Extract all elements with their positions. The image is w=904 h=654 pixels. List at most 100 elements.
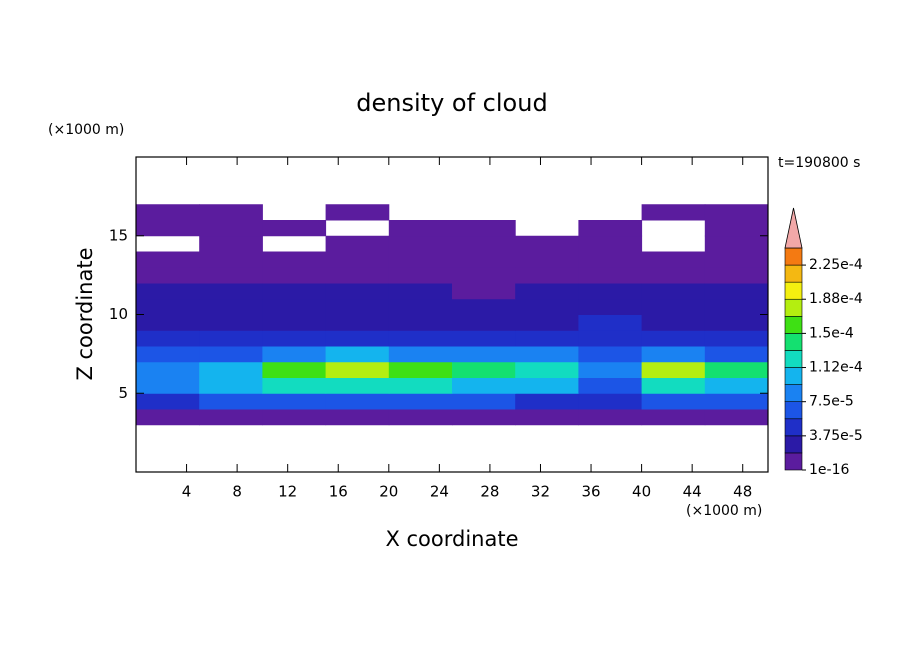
contour-cell — [136, 393, 200, 410]
colorbar-segment — [784, 418, 803, 437]
contour-cell — [641, 409, 706, 426]
contour-cell — [325, 330, 390, 347]
contour-cell — [388, 361, 453, 378]
colorbar-segment — [784, 435, 803, 454]
contour-cell — [452, 314, 516, 331]
contour-cell — [578, 283, 643, 300]
contour-cell — [515, 346, 579, 363]
contour-cell — [578, 251, 643, 268]
contour-cell — [452, 330, 516, 347]
contour-cell — [199, 330, 263, 347]
contour-cell — [325, 283, 390, 300]
contour-cell — [388, 330, 453, 347]
contour-cell — [452, 361, 516, 378]
contour-cell — [704, 346, 769, 363]
contour-cell — [199, 267, 263, 284]
colorbar-segment — [784, 333, 803, 351]
contour-cell — [515, 314, 579, 331]
contour-cell — [199, 314, 263, 331]
x-tick-label: 44 — [683, 483, 702, 501]
contour-cell — [704, 377, 769, 394]
contour-cell — [704, 204, 769, 221]
contour-cell — [578, 330, 643, 347]
y-unit: (×1000 m) — [48, 122, 124, 138]
contour-cell — [136, 220, 200, 237]
contour-cell — [325, 361, 390, 378]
contour-cell — [641, 267, 706, 284]
contour-cell — [199, 235, 263, 252]
contour-cell — [388, 235, 453, 252]
contour-cell — [262, 409, 327, 426]
contour-cell — [136, 204, 200, 221]
contour-cell — [515, 409, 579, 426]
x-tick-label: 16 — [329, 483, 348, 501]
contour-cell — [515, 330, 579, 347]
contour-cell — [704, 251, 769, 268]
contour-cell — [136, 251, 200, 268]
contour-cell — [262, 361, 327, 378]
contour-cell — [641, 377, 706, 394]
contour-cell — [452, 346, 516, 363]
colorbar-segment — [784, 247, 803, 266]
colorbar-label: 7.5e-5 — [809, 394, 854, 410]
colorbar-label: 1.12e-4 — [809, 360, 863, 376]
contour-cell — [325, 409, 390, 426]
contour-cell — [325, 298, 390, 315]
x-tick-label: 4 — [182, 483, 192, 501]
contour-cell — [262, 220, 327, 237]
contour-cell — [515, 251, 579, 268]
colorbar-extend — [784, 207, 803, 249]
contour-cell — [199, 204, 263, 221]
contour-cell — [262, 267, 327, 284]
colorbar-label: 2.25e-4 — [809, 257, 863, 273]
contour-cell — [452, 267, 516, 284]
contour-cell — [452, 220, 516, 237]
contour-cell — [262, 283, 327, 300]
contour-cell — [136, 330, 200, 347]
contour-cell — [136, 361, 200, 378]
contour-cell — [515, 235, 579, 252]
contour-cell — [641, 314, 706, 331]
x-tick-label: 48 — [733, 483, 752, 501]
colorbar-segment — [784, 367, 803, 385]
x-unit: (×1000 m) — [686, 503, 762, 519]
contour-cell — [325, 393, 390, 410]
contour-cell — [199, 220, 263, 237]
x-tick-label: 8 — [232, 483, 242, 501]
contour-cell — [136, 409, 200, 426]
contour-cell — [388, 377, 453, 394]
colorbar-segment — [784, 452, 803, 471]
contour-cell — [199, 346, 263, 363]
colorbar-label: 1.88e-4 — [809, 291, 863, 307]
contour-cell — [325, 235, 390, 252]
contour-cell — [578, 235, 643, 252]
colorbar-label: 1e-16 — [809, 462, 849, 478]
contour-cell — [704, 283, 769, 300]
contour-cell — [325, 251, 390, 268]
contour-cell — [704, 298, 769, 315]
contour-cell — [515, 283, 579, 300]
contour-cell — [199, 283, 263, 300]
x-tick-label: 32 — [531, 483, 550, 501]
contour-cell — [325, 346, 390, 363]
x-axis-label: X coordinate — [385, 527, 518, 551]
contour-cell — [578, 314, 643, 331]
contour-cell — [199, 361, 263, 378]
contour-cell — [388, 393, 453, 410]
contour-cell — [452, 298, 516, 315]
contour-cell — [262, 251, 327, 268]
contour-cell — [515, 361, 579, 378]
contour-cell — [452, 283, 516, 300]
contour-cell — [515, 377, 579, 394]
contour-cell — [578, 377, 643, 394]
contour-cell — [515, 298, 579, 315]
contour-cell — [641, 393, 706, 410]
contour-cell — [452, 251, 516, 268]
contour-cell — [578, 393, 643, 410]
contour-cell — [388, 283, 453, 300]
contour-cell — [136, 377, 200, 394]
contour-cell — [136, 346, 200, 363]
contour-cell — [325, 267, 390, 284]
contour-cell — [704, 361, 769, 378]
colorbar-label: 1.5e-4 — [809, 325, 854, 341]
